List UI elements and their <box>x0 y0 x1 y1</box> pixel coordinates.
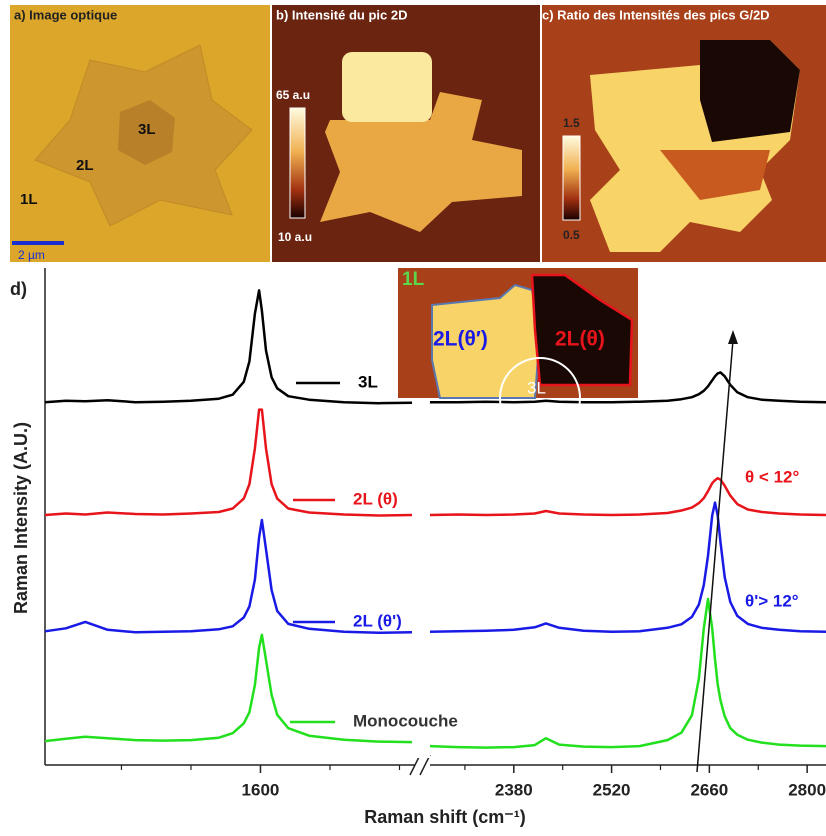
spectrum-line <box>44 408 413 517</box>
flake-bright <box>342 52 432 122</box>
spectrum-line <box>429 597 826 749</box>
colorbar-label: 10 a.u <box>278 230 312 244</box>
colorbar-label: 0.5 <box>563 228 580 242</box>
legend-label: 2L (θ) <box>353 489 398 508</box>
panel-label: c) Ratio des Intensités des pics G/2D <box>542 7 770 22</box>
flake-label: 2L <box>76 157 94 174</box>
panel-label: d) <box>10 279 27 299</box>
inset-label: 1L <box>402 269 425 290</box>
annotation: θ < 12° <box>745 467 799 486</box>
spectrum-line <box>44 518 413 635</box>
inset-3l-circle <box>499 357 581 439</box>
x-tick-label: 1600 <box>242 780 280 799</box>
panel-a: a) Image optique 1L 2L 3L 2 µm <box>10 5 270 262</box>
panel-b: b) Intensité du pic 2D 65 a.u 10 a.u <box>272 5 540 262</box>
colorbar-label: 1.5 <box>563 116 580 130</box>
flake-label: 3L <box>138 121 156 138</box>
legend-label: 3L <box>358 372 378 391</box>
inset-image: 1L 2L(θ′) 2L(θ) 3L <box>398 268 638 439</box>
y-axis-label: Raman Intensity (A.U.) <box>11 422 31 614</box>
trend-arrow <box>696 339 734 773</box>
inset-label: 2L(θ′) <box>433 328 488 351</box>
panel-c: c) Ratio des Intensités des pics G/2D 1.… <box>542 5 826 262</box>
flake-mid <box>660 150 770 200</box>
flake-dark <box>700 40 800 142</box>
axis-break <box>409 754 431 776</box>
spectrum-line <box>429 476 826 517</box>
x-tick-label: 2520 <box>593 780 631 799</box>
inset-label: 2L(θ) <box>555 328 605 351</box>
inset-2l-theta <box>530 273 634 387</box>
colorbar <box>562 135 581 221</box>
panel-label: b) Intensité du pic 2D <box>276 7 407 22</box>
flake <box>320 92 522 232</box>
raman-chart: d) Raman Intensity (A.U.) Raman shift (c… <box>10 268 826 827</box>
spectrum-line <box>44 289 413 405</box>
spectrum-line <box>429 501 826 634</box>
legend-label: Monocouche <box>353 711 458 730</box>
x-tick-label: 2800 <box>788 780 826 799</box>
scale-label: 2 µm <box>18 248 45 262</box>
colorbar <box>289 107 306 219</box>
flake-3l <box>118 100 175 165</box>
spectrum-line <box>44 633 413 744</box>
colorbar-label: 65 a.u <box>276 88 310 102</box>
arrow-head <box>728 330 738 344</box>
x-tick-label: 2660 <box>690 780 728 799</box>
panel-label: a) Image optique <box>14 7 117 22</box>
spectrum-line <box>430 371 826 404</box>
flake-label: 1L <box>20 191 38 208</box>
annotation: θ'> 12° <box>745 591 799 610</box>
x-axis-label: Raman shift (cm⁻¹) <box>364 807 526 827</box>
x-tick-label: 2380 <box>495 780 533 799</box>
legend-label: 2L (θ') <box>353 611 402 630</box>
inset-label: 3L <box>527 378 546 397</box>
